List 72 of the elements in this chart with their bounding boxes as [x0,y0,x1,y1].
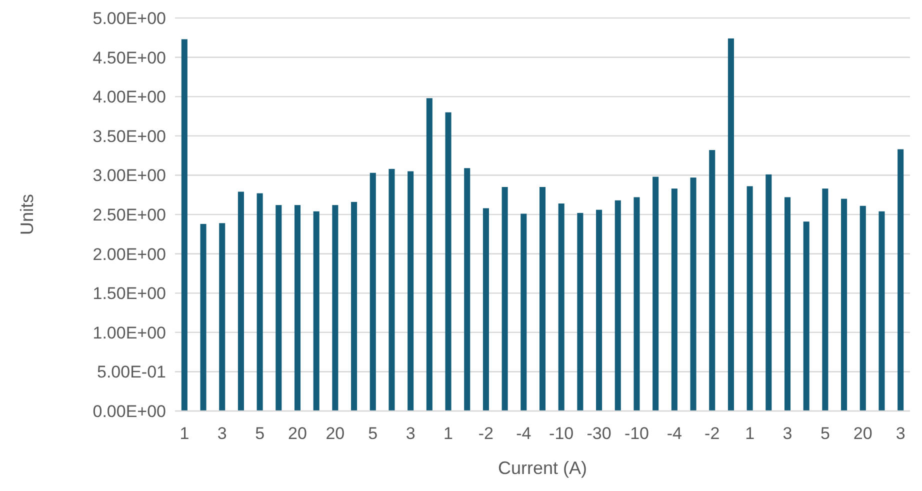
bar [370,172,376,411]
bar [219,223,226,411]
x-tick-label: -4 [516,424,532,443]
y-tick-label: 2.50E+00 [92,205,166,224]
bar [351,202,358,411]
y-tick-label: 1.50E+00 [92,284,166,304]
x-tick-label: -2 [478,424,494,443]
bar [332,205,338,411]
x-axis-title: Current (A) [498,458,588,478]
x-tick-label: 3 [406,424,416,443]
y-tick-label: 0.00E+00 [92,402,166,421]
bar [671,188,678,411]
bar [520,214,527,411]
y-tick-label: 4.50E+00 [92,48,166,68]
y-tick-label: 5.00E-01 [97,362,166,382]
bar [502,186,508,411]
x-tick-label: 5 [820,424,830,443]
y-tick-label: 5.00E+00 [92,8,166,28]
x-tick-label: 20 [326,424,345,443]
bar [596,210,602,411]
bar [256,193,263,411]
x-tick-label: -2 [704,424,720,443]
bar [482,208,489,411]
bar [388,168,395,411]
x-tick-label: -10 [549,424,574,443]
y-tick-label: 1.00E+00 [92,323,166,342]
x-tick-label: 5 [368,424,378,443]
bar [294,205,301,411]
bar [652,176,659,411]
bar [766,174,772,411]
y-tick-label: 2.00E+00 [92,244,166,264]
x-tick-label: -10 [624,424,650,443]
bar [238,192,244,411]
x-tick-label: 20 [853,424,872,443]
bar [276,205,282,411]
bar [181,39,188,411]
x-tick-label: 20 [288,424,307,443]
x-tick-label: 5 [255,424,265,443]
bar [860,206,866,411]
bar [426,98,432,411]
bar [614,200,621,411]
x-tick-label: -30 [586,424,612,443]
bar [445,112,452,411]
bar [408,171,414,411]
x-tick-label: 1 [444,424,454,443]
bar [878,211,885,411]
bar [200,224,206,411]
bar [690,178,696,411]
bar [841,198,848,411]
bar [822,188,828,411]
bar [898,149,904,411]
x-tick-label: 3 [217,424,227,443]
x-tick-label: 1 [180,424,190,443]
x-tick-label: 3 [782,424,792,443]
y-axis-title: Units [17,194,37,236]
y-tick-label: 3.00E+00 [92,166,166,186]
bar [709,150,716,411]
bar [803,222,810,411]
bar [558,203,564,411]
x-tick-label: 3 [896,424,906,443]
y-tick-label: 4.00E+00 [92,88,166,107]
bar [577,212,584,411]
bar [784,197,791,411]
bar [313,211,320,411]
bar [746,186,753,411]
bar [464,168,470,411]
x-tick-label: 1 [745,424,755,443]
y-tick-label: 3.50E+00 [92,126,166,146]
bar [539,186,546,411]
bar [728,38,734,411]
x-tick-label: -4 [666,424,682,443]
bar [634,197,640,411]
